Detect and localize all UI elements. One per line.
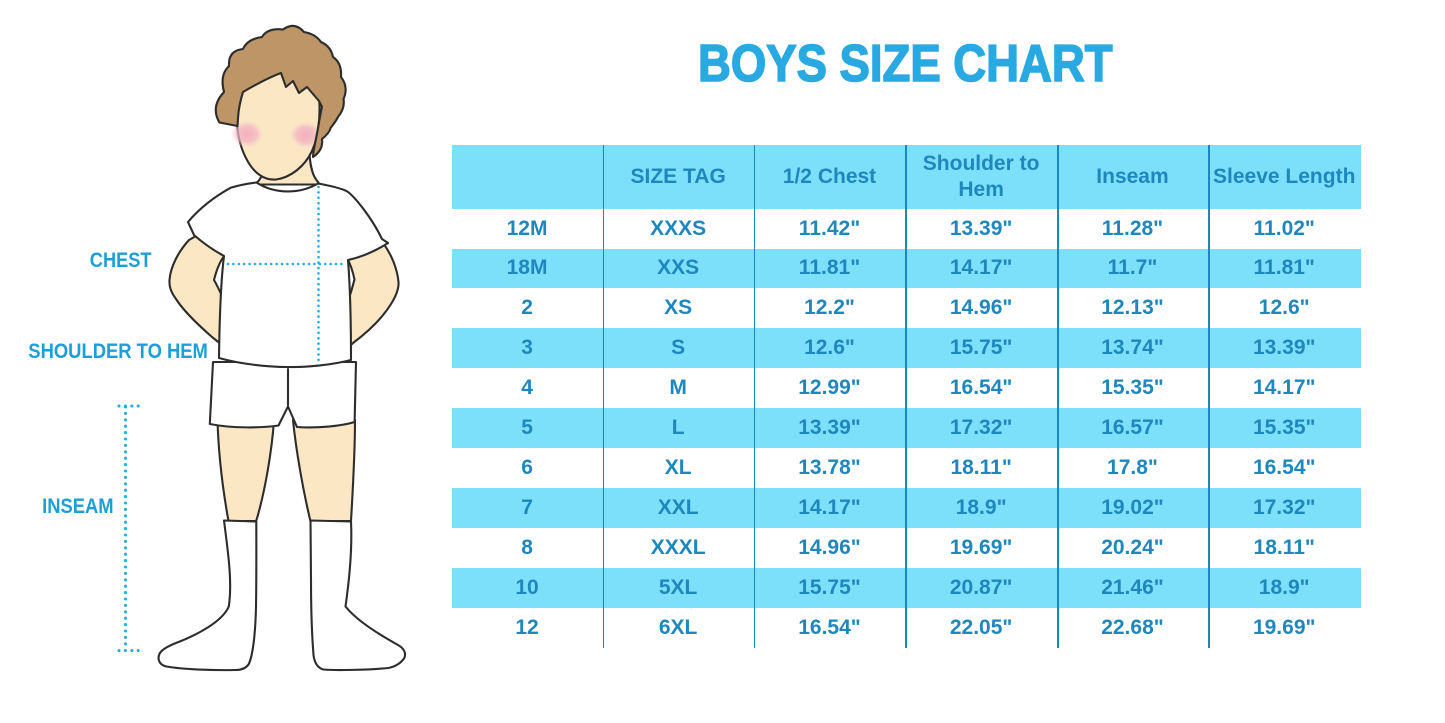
svg-text:BOYS SIZE CHART: BOYS SIZE CHART (698, 35, 1113, 93)
svg-text:SHOULDER TO HEM: SHOULDER TO HEM (28, 340, 208, 363)
svg-text:INSEAM: INSEAM (42, 495, 114, 518)
svg-text:CHEST: CHEST (90, 249, 152, 272)
